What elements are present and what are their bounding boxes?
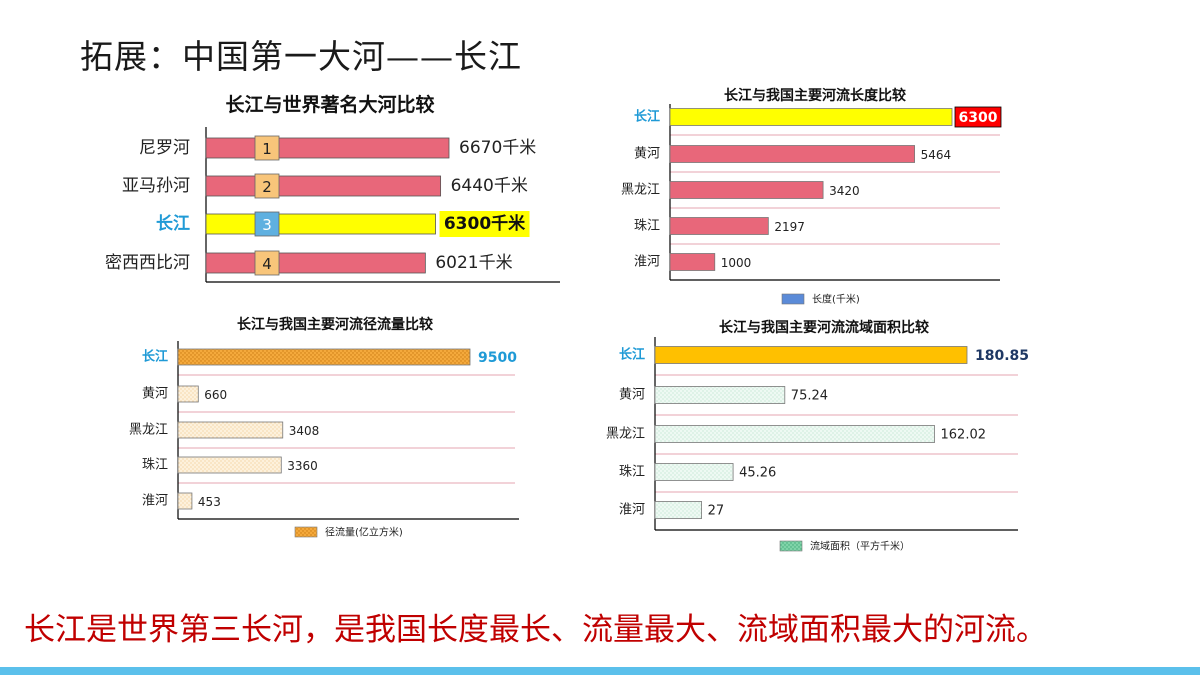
bar-2 xyxy=(177,421,284,439)
value-label: 6440千米 xyxy=(451,176,528,196)
value-label: 2197 xyxy=(774,220,805,234)
value-label: 75.24 xyxy=(791,389,828,404)
value-label: 162.02 xyxy=(941,428,987,443)
category-label: 长江 xyxy=(634,109,660,125)
value-label: 180.85 xyxy=(975,348,1029,364)
bar-1 xyxy=(669,145,915,163)
bar-2 xyxy=(654,425,935,443)
chart-title: 长江与我国主要河流流域面积比较 xyxy=(719,319,929,336)
rank-badge xyxy=(254,135,280,161)
category-label: 黄河 xyxy=(634,147,660,162)
value-label: 453 xyxy=(198,495,221,509)
category-label: 黑龙江 xyxy=(621,183,660,198)
value-label: 3360 xyxy=(287,459,318,473)
chart-title: 长江与世界著名大河比较 xyxy=(225,93,434,116)
bar-3 xyxy=(177,456,282,474)
chart-title: 长江与我国主要河流长度比较 xyxy=(724,87,906,104)
rank-badge-label: 3 xyxy=(262,216,272,234)
category-label: 黑龙江 xyxy=(129,423,168,438)
bar-2 xyxy=(669,181,824,199)
legend-swatch xyxy=(779,540,803,552)
category-label: 密西西比河 xyxy=(105,253,190,273)
value-label-bg xyxy=(954,106,1002,128)
value-label: 6021千米 xyxy=(435,253,512,273)
rank-badge xyxy=(254,250,280,276)
value-label: 3420 xyxy=(829,184,860,198)
value-label: 27 xyxy=(708,504,725,519)
bar-4 xyxy=(177,492,193,510)
bar-0 xyxy=(669,108,953,126)
value-label: 6300 xyxy=(959,110,998,126)
category-label: 亚马孙河 xyxy=(122,176,190,196)
value-label: 1000 xyxy=(721,256,752,270)
bar-0 xyxy=(205,137,450,159)
category-label: 黄河 xyxy=(142,387,168,402)
bar-1 xyxy=(654,386,786,404)
category-label: 淮河 xyxy=(619,503,645,518)
chart-title: 长江与我国主要河流径流量比较 xyxy=(237,316,433,333)
slide-title: 拓展：中国第一大河——长江 xyxy=(80,37,522,76)
bar-4 xyxy=(669,253,716,271)
category-label: 黄河 xyxy=(619,388,645,403)
category-label: 淮河 xyxy=(634,255,660,270)
value-label: 5464 xyxy=(921,148,952,162)
category-label: 长江 xyxy=(619,347,645,363)
value-label: 45.26 xyxy=(739,466,776,481)
category-label: 长江 xyxy=(156,213,190,234)
value-label: 6670千米 xyxy=(459,138,536,158)
conclusion-text: 长江是世界第三长河，是我国长度最长、流量最大、流域面积最大的河流。 xyxy=(24,612,1047,648)
bottom-accent-bar xyxy=(0,667,1200,675)
legend-label: 径流量(亿立方米) xyxy=(325,526,403,539)
category-label: 珠江 xyxy=(634,219,660,234)
value-label-bg xyxy=(439,211,530,237)
bar-4 xyxy=(654,501,702,519)
category-label: 珠江 xyxy=(619,465,645,480)
bar-3 xyxy=(669,217,769,235)
bar-1 xyxy=(205,175,442,197)
category-label: 淮河 xyxy=(142,494,168,509)
rank-badge-label: 1 xyxy=(262,140,272,158)
bar-2 xyxy=(205,213,436,235)
bar-0 xyxy=(654,346,968,364)
bar-0 xyxy=(177,348,471,366)
rank-badge xyxy=(254,173,280,199)
rank-badge xyxy=(254,211,280,237)
legend-label: 长度(千米) xyxy=(812,293,860,306)
legend-swatch xyxy=(781,293,805,305)
rank-badge-label: 4 xyxy=(262,255,272,273)
value-label: 9500 xyxy=(478,350,517,366)
rank-badge-label: 2 xyxy=(262,178,272,196)
legend-swatch xyxy=(294,526,318,538)
category-label: 长江 xyxy=(142,349,168,365)
bar-3 xyxy=(654,463,734,481)
category-label: 尼罗河 xyxy=(139,138,190,158)
legend-label: 流域面积（平方千米） xyxy=(810,540,910,553)
value-label: 6300千米 xyxy=(444,213,526,234)
value-label: 3408 xyxy=(289,424,320,438)
bar-3 xyxy=(205,252,426,274)
value-label: 660 xyxy=(204,388,227,402)
category-label: 珠江 xyxy=(142,458,168,473)
bar-1 xyxy=(177,385,199,403)
category-label: 黑龙江 xyxy=(606,427,645,442)
